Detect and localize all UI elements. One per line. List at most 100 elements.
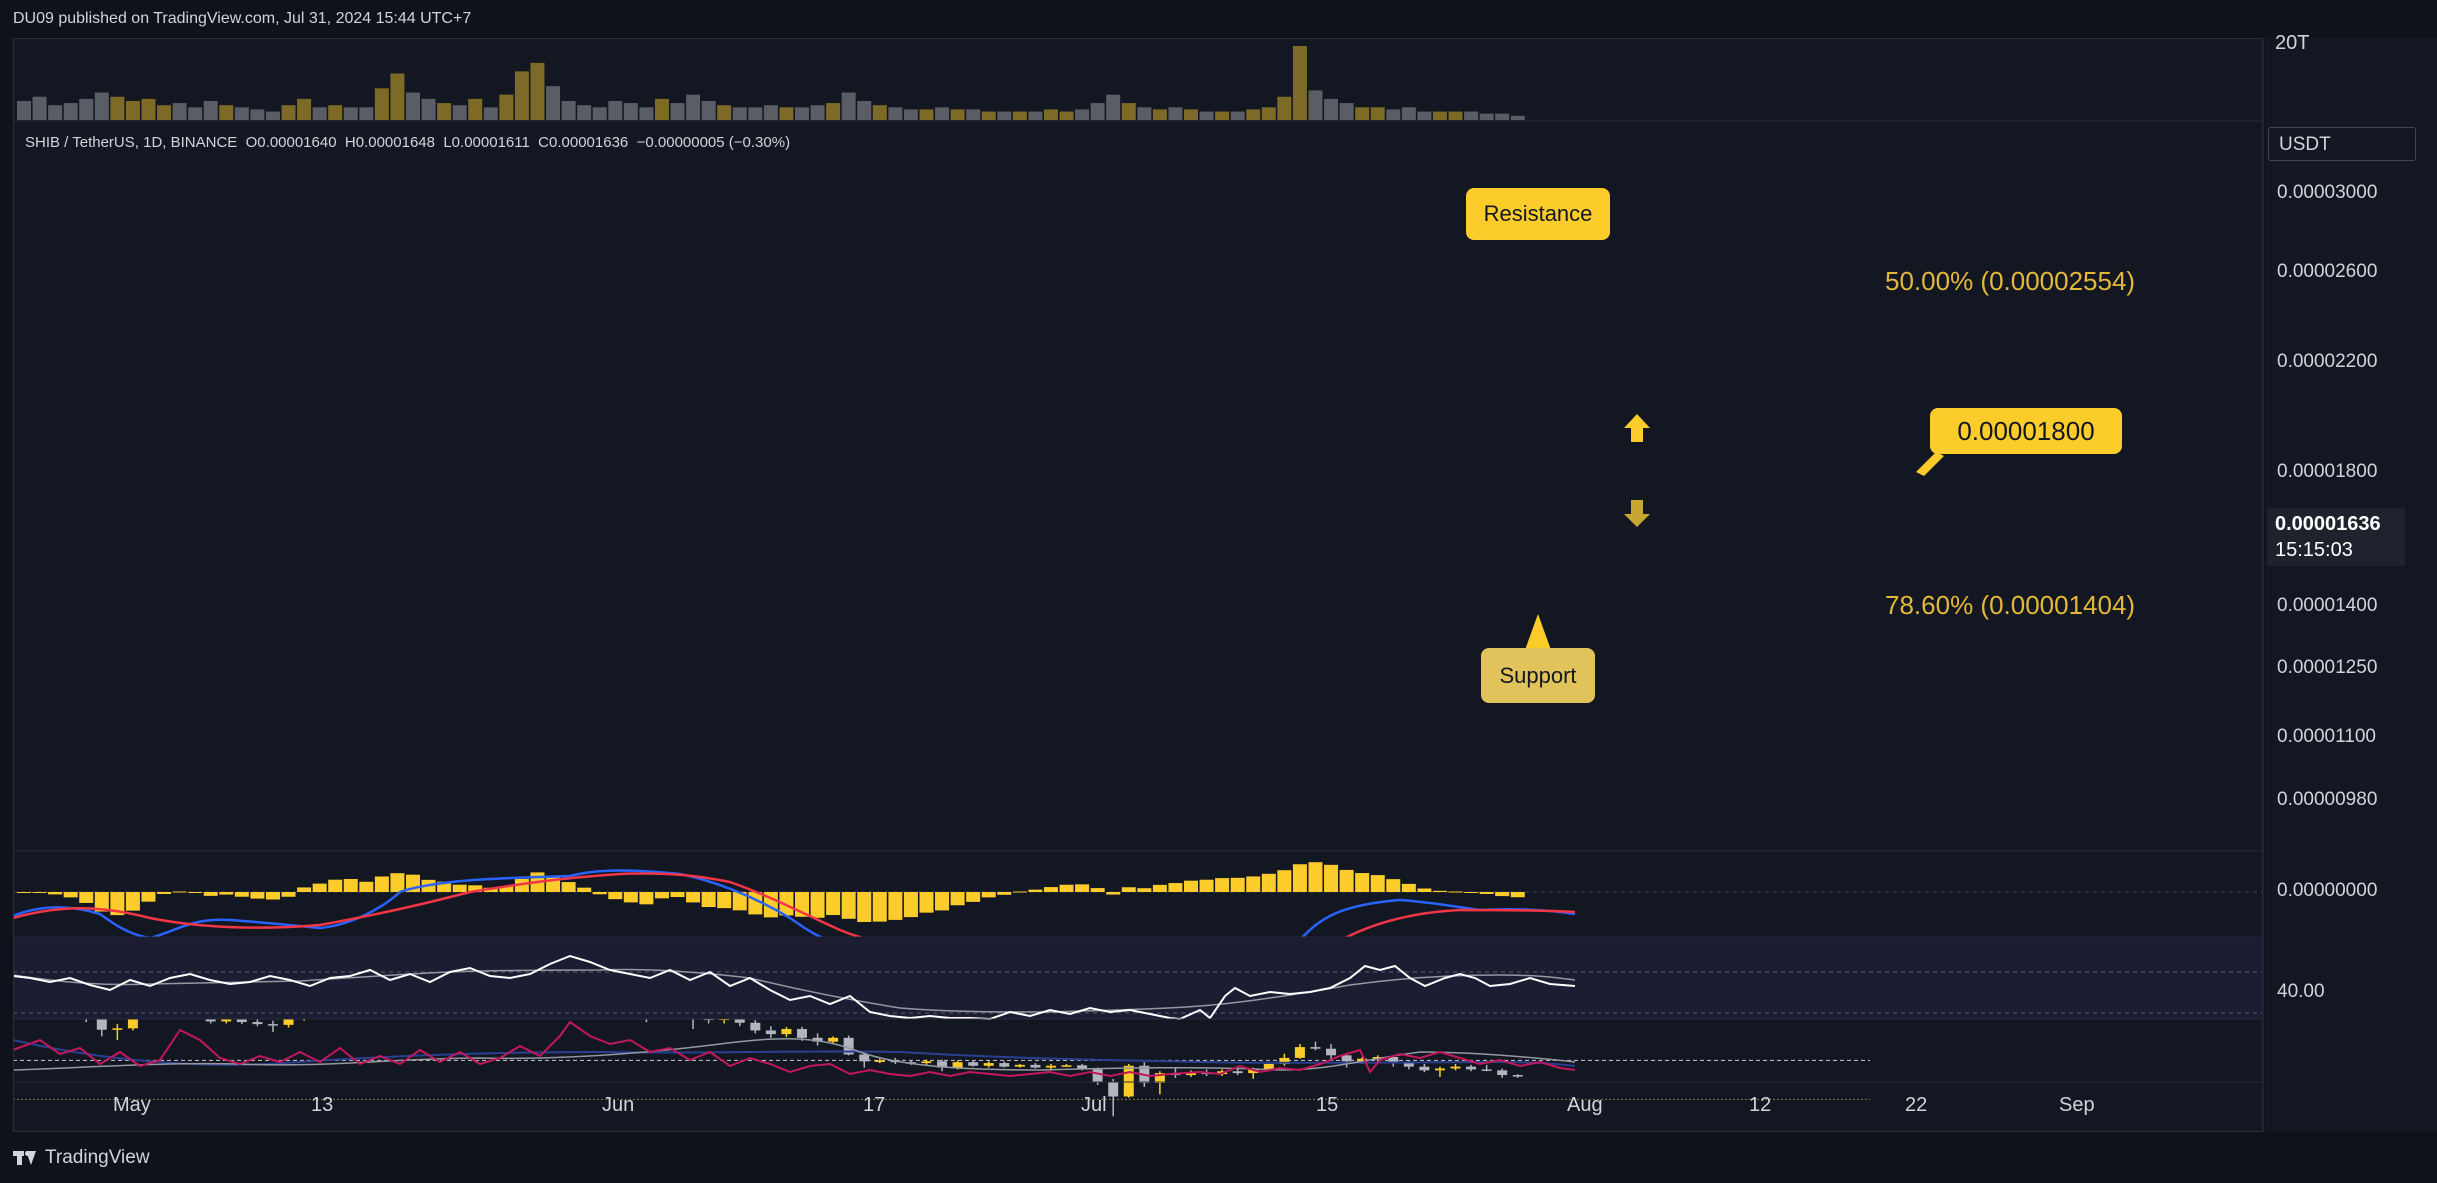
macd-hist-bar xyxy=(281,892,296,897)
candle-body xyxy=(1108,1081,1119,1097)
candle-body xyxy=(1154,1073,1165,1083)
volume-bar xyxy=(857,100,872,120)
level-marker-callout[interactable]: 0.00001800 xyxy=(1930,408,2122,454)
macd-hist-bar xyxy=(1339,869,1354,892)
volume-bar xyxy=(935,107,950,120)
time-tick: 13 xyxy=(311,1094,334,1116)
rsi-line xyxy=(12,954,1576,1021)
macd-hist-bar xyxy=(94,892,109,912)
time-tick: Jul xyxy=(1081,1094,1107,1116)
volume-bar xyxy=(748,107,763,120)
volume-bar xyxy=(32,96,47,120)
volume-bar xyxy=(826,103,841,120)
volume-bar xyxy=(79,98,94,120)
volume-bar xyxy=(872,105,887,120)
volume-bar xyxy=(592,107,607,120)
macd-hist-bar xyxy=(1495,892,1510,897)
volume-bar xyxy=(483,107,498,120)
volume-bar xyxy=(1510,115,1525,120)
macd-hist-bar xyxy=(1168,883,1183,892)
macd-hist-bar xyxy=(125,892,140,911)
price-tick: 0.00001250 xyxy=(2277,657,2378,678)
chart-canvas[interactable] xyxy=(0,0,2437,1134)
candle xyxy=(812,1033,823,1046)
resistance-callout[interactable]: Resistance xyxy=(1466,188,1610,240)
support-callout[interactable]: Support xyxy=(1481,648,1595,703)
macd-hist-bar xyxy=(172,891,187,893)
candle-body xyxy=(952,1062,963,1068)
candle xyxy=(874,1058,885,1064)
candle-body xyxy=(937,1061,948,1068)
fib-786-label: 78.60% (0.00001404) xyxy=(1885,590,2136,620)
price-scale[interactable]: 20T USDT 0.00003000 0.00002600 0.0000220… xyxy=(2265,32,2437,1132)
macd-hist-bar xyxy=(1106,892,1121,895)
macd-hist-bar xyxy=(919,892,934,913)
price-tick: 0.00003000 xyxy=(2277,182,2378,203)
publish-info: DU09 published on TradingView.com, Jul 3… xyxy=(13,10,472,27)
price-tick: 0.00002600 xyxy=(2277,261,2378,282)
candle-body xyxy=(1014,1064,1025,1067)
volume-bar xyxy=(717,105,732,120)
volume-bar xyxy=(468,98,483,120)
volume-bar xyxy=(514,71,529,120)
macd-hist-bar xyxy=(79,892,94,903)
volume-bar xyxy=(1386,109,1401,120)
volume-bar xyxy=(810,105,825,120)
volume-bar xyxy=(966,109,981,120)
volume-bar xyxy=(686,94,701,120)
macd-hist-bar xyxy=(1152,884,1167,892)
brand-name: TradingView xyxy=(45,1147,150,1168)
candle-body xyxy=(1341,1055,1352,1062)
candle-body xyxy=(112,1028,123,1030)
volume-bar xyxy=(577,105,592,120)
candle xyxy=(765,1026,776,1038)
volume-bar xyxy=(219,105,234,120)
tradingview-logo[interactable]: TradingView xyxy=(13,1147,150,1169)
volume-bar xyxy=(157,105,172,120)
support-label: Support xyxy=(1499,662,1577,688)
legend-high: H0.00001648 xyxy=(344,134,435,151)
macd-hist-bar xyxy=(1448,891,1463,893)
candle-body xyxy=(843,1037,854,1055)
volume-bar xyxy=(1464,111,1479,120)
level-marker-label: 0.00001800 xyxy=(1957,415,2095,446)
candle-body xyxy=(1092,1069,1103,1082)
volume-bar xyxy=(1152,109,1167,120)
candle-body xyxy=(968,1062,979,1066)
volume-bar xyxy=(141,98,156,120)
candle-body xyxy=(1294,1047,1305,1058)
volume-bar xyxy=(297,98,312,120)
candle xyxy=(1186,1070,1196,1077)
price-tick: 0.00001100 xyxy=(2277,726,2376,747)
macd-hist-bar xyxy=(250,892,265,899)
candle-body xyxy=(1232,1071,1243,1074)
candle-body xyxy=(1497,1070,1508,1076)
volume-bar xyxy=(343,107,358,120)
candle-body xyxy=(999,1063,1010,1067)
candle-body xyxy=(1077,1065,1088,1070)
time-tick: Jun xyxy=(602,1094,635,1116)
candle xyxy=(112,1024,123,1041)
macd-hist-bar xyxy=(1012,891,1027,893)
volume-bar xyxy=(359,107,374,120)
macd-hist-bar xyxy=(32,892,47,893)
candle-body xyxy=(1030,1064,1041,1068)
macd-hist-bar xyxy=(826,892,841,916)
candle-body xyxy=(1326,1048,1337,1056)
rsi-pane xyxy=(12,937,2263,1021)
macd-hist-bar xyxy=(903,892,918,918)
volume-bar xyxy=(981,111,996,120)
volume-bar xyxy=(1230,111,1245,120)
candle xyxy=(1341,1052,1352,1068)
candle xyxy=(968,1060,979,1067)
annotations[interactable] xyxy=(1523,212,1944,650)
candle-body xyxy=(1248,1069,1259,1074)
time-axis[interactable]: May 13 Jun 17 Jul 15 Aug 12 22 Sep xyxy=(13,1084,2263,1132)
volume-bar xyxy=(950,109,965,120)
macd-hist-bar xyxy=(219,892,234,895)
signal-line xyxy=(12,872,1576,944)
level-marker-pointer xyxy=(1916,452,1944,476)
macd-hist-bar xyxy=(1401,883,1416,892)
candle xyxy=(983,1061,994,1068)
currency-button[interactable]: USDT xyxy=(2268,127,2416,161)
